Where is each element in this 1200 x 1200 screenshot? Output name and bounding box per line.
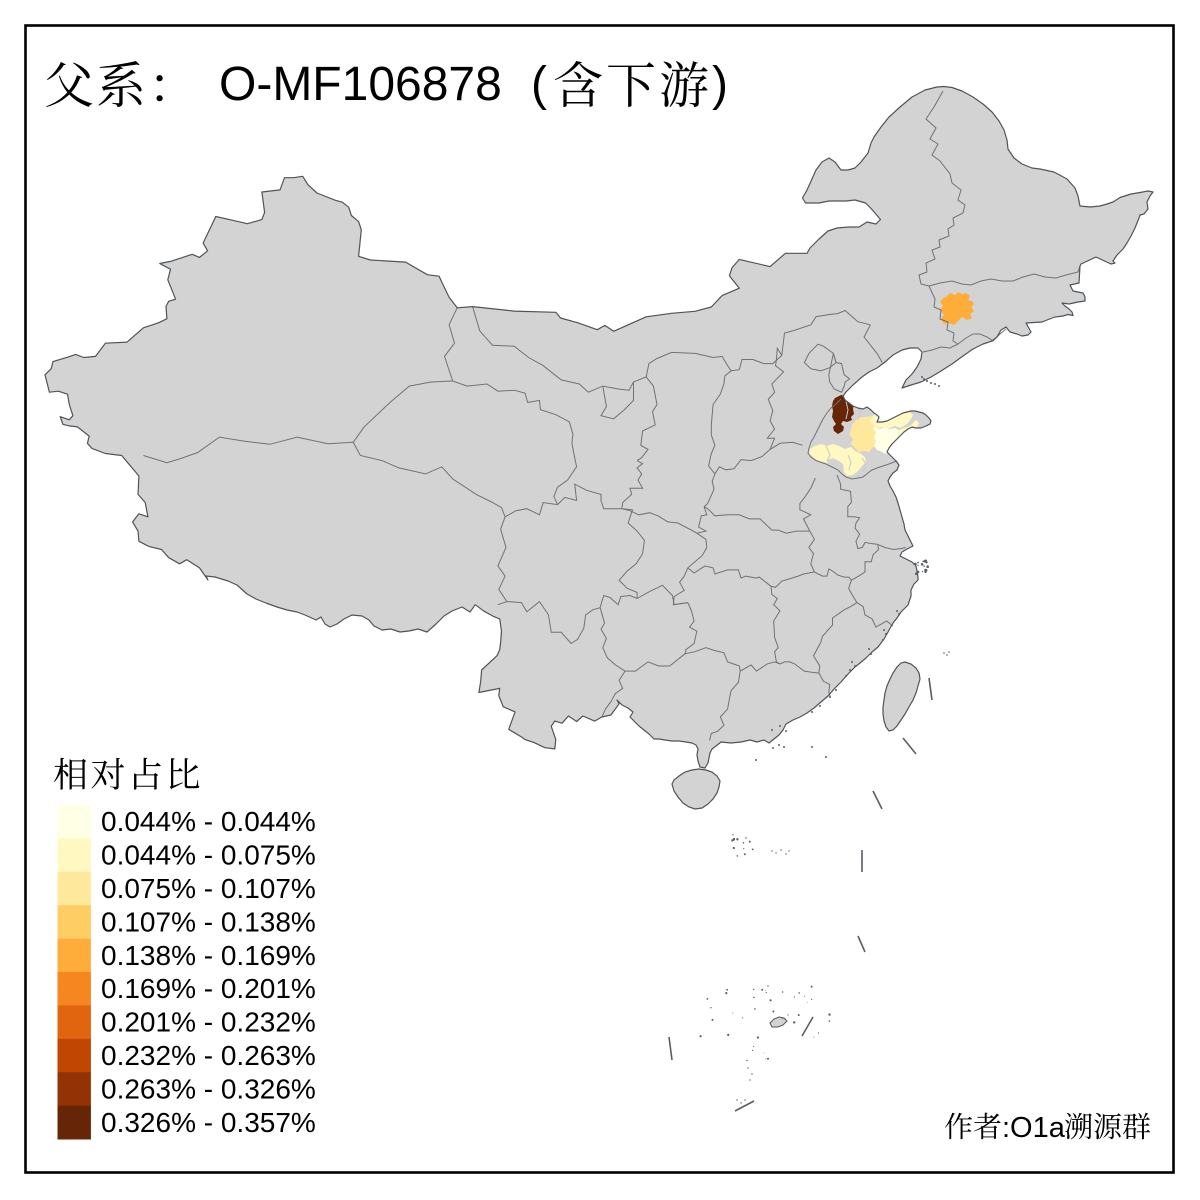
svg-text:(: ( [531,58,547,111]
svg-text:O-MF106878: O-MF106878 [219,58,502,111]
svg-text:0.326% - 0.357%: 0.326% - 0.357% [101,1107,316,1138]
svg-text:0.044% - 0.075%: 0.044% - 0.075% [101,840,316,871]
svg-text:): ) [712,58,728,111]
svg-text:0.263% - 0.326%: 0.263% - 0.326% [101,1073,316,1104]
svg-text:0.044% - 0.044%: 0.044% - 0.044% [101,806,316,837]
svg-text::O1a: :O1a [1002,1112,1066,1144]
svg-text:0.107% - 0.138%: 0.107% - 0.138% [101,906,316,937]
svg-text:0.232% - 0.263%: 0.232% - 0.263% [101,1040,316,1071]
svg-text:0.138% - 0.169%: 0.138% - 0.169% [101,940,316,971]
svg-text:0.201% - 0.232%: 0.201% - 0.232% [101,1007,316,1038]
svg-text:0.075% - 0.107%: 0.075% - 0.107% [101,873,316,904]
svg-text:0.169% - 0.201%: 0.169% - 0.201% [101,973,316,1004]
